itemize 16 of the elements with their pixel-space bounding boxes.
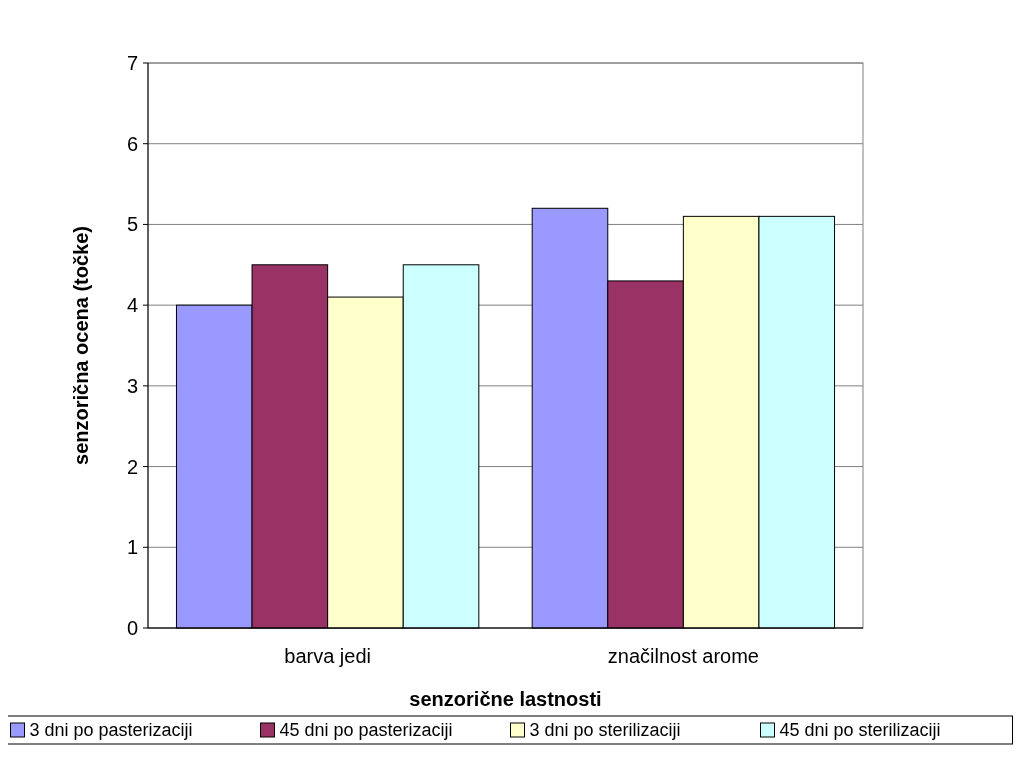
y-tick-label: 6 — [126, 132, 138, 155]
legend-label: 45 dni po pasterizaciji — [279, 720, 453, 741]
y-axis-title: senzorična ocena (točke) — [70, 226, 92, 465]
x-tick-label: značilnost arome — [607, 645, 759, 667]
y-tick-label: 3 — [126, 374, 138, 397]
y-tick-label: 5 — [126, 213, 138, 236]
legend-label: 3 dni po sterilizaciji — [529, 720, 681, 741]
y-tick-label: 1 — [126, 536, 138, 559]
y-tick-label: 2 — [126, 455, 138, 478]
y-tick-label: 0 — [126, 617, 138, 639]
y-tick-label: 7 — [126, 52, 138, 74]
x-tick-label: barva jedi — [284, 645, 371, 667]
y-tick-label: 4 — [126, 294, 138, 317]
x-axis-title: senzorične lastnosti — [409, 688, 602, 710]
legend-label: 3 dni po pasterizaciji — [29, 720, 193, 741]
legend-label: 45 dni po sterilizaciji — [779, 720, 941, 741]
